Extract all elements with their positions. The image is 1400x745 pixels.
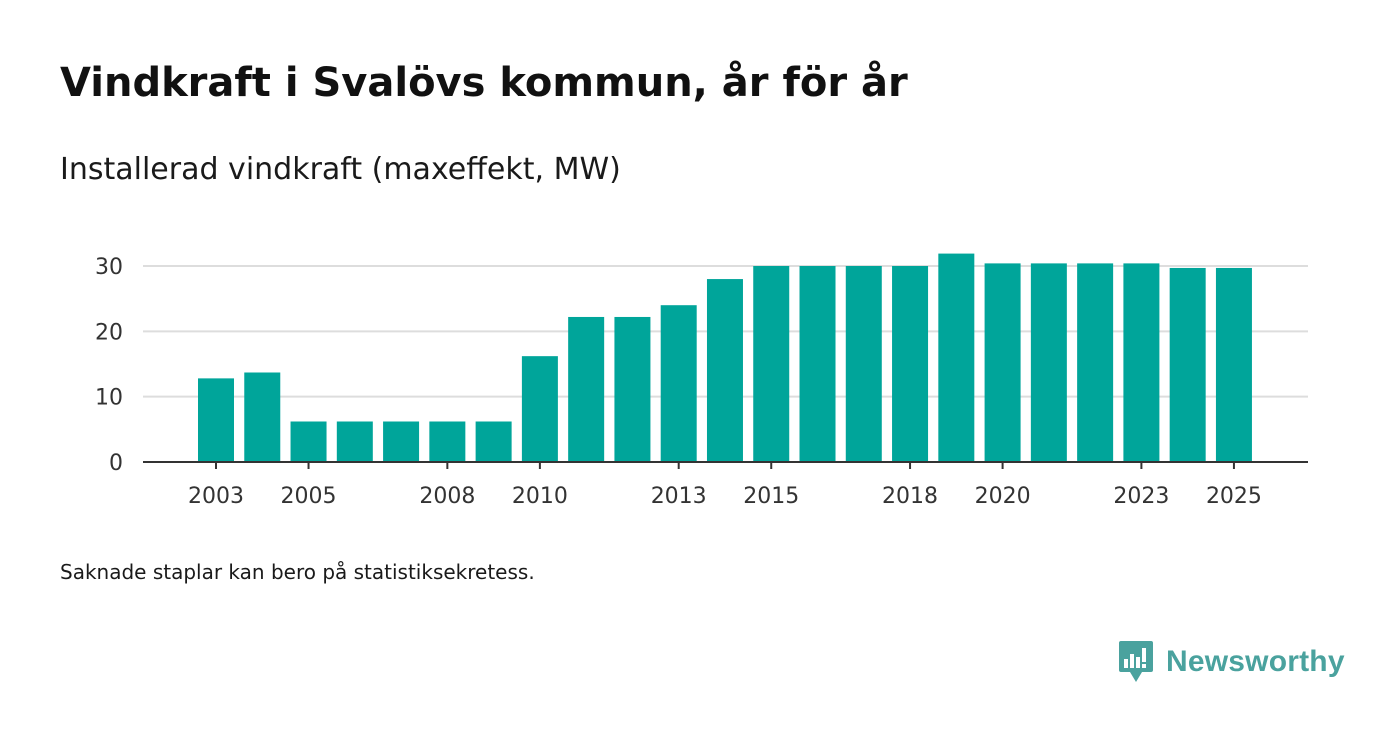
bar-2014 xyxy=(706,279,743,462)
bar-2013 xyxy=(660,305,697,462)
brand-name: Newsworthy xyxy=(1166,645,1345,678)
bar-2025 xyxy=(1215,267,1252,462)
bar-2019 xyxy=(938,253,975,462)
bar-2015 xyxy=(753,266,790,462)
newsworthy-logo-icon xyxy=(1119,641,1153,682)
bar-2017 xyxy=(845,266,882,462)
x-tick-label-2013: 2013 xyxy=(651,484,707,509)
chart-subtitle: Installerad vindkraft (maxeffekt, MW) xyxy=(60,152,621,187)
brand-logo: Newsworthy xyxy=(1118,640,1345,684)
bar-2003 xyxy=(198,378,234,462)
bar-2018 xyxy=(892,266,929,462)
bar-2022 xyxy=(1077,263,1114,462)
y-tick-label-20: 20 xyxy=(95,320,123,345)
x-tick-label-2015: 2015 xyxy=(743,484,799,509)
x-tick-label-2008: 2008 xyxy=(419,484,475,509)
x-tick-label-2023: 2023 xyxy=(1113,484,1169,509)
bar-2020 xyxy=(984,263,1021,462)
y-tick-label-0: 0 xyxy=(109,451,123,476)
y-tick-label-10: 10 xyxy=(95,386,123,411)
bar-2023 xyxy=(1123,263,1160,462)
bar-2016 xyxy=(799,266,836,462)
x-tick-label-2020: 2020 xyxy=(975,484,1031,509)
bar-2007 xyxy=(383,421,420,462)
bar-2024 xyxy=(1169,267,1206,462)
x-tick-label-2018: 2018 xyxy=(882,484,938,509)
bar-2009 xyxy=(475,421,512,462)
y-tick-label-30: 30 xyxy=(95,255,123,280)
bar-2008 xyxy=(429,421,466,462)
bar-2010 xyxy=(521,356,558,462)
bar-2006 xyxy=(336,421,373,462)
bar-2004 xyxy=(244,372,281,462)
bar-2012 xyxy=(614,316,651,462)
x-tick-label-2005: 2005 xyxy=(281,484,337,509)
x-tick-label-2025: 2025 xyxy=(1206,484,1262,509)
bar-2011 xyxy=(568,316,605,462)
footnote: Saknade staplar kan bero på statistiksek… xyxy=(60,560,535,584)
bar-2005 xyxy=(290,421,327,462)
chart-title: Vindkraft i Svalövs kommun, år för år xyxy=(60,60,908,106)
x-tick-label-2010: 2010 xyxy=(512,484,568,509)
x-tick-label-2003: 2003 xyxy=(188,484,244,509)
bar-2021 xyxy=(1030,263,1067,462)
